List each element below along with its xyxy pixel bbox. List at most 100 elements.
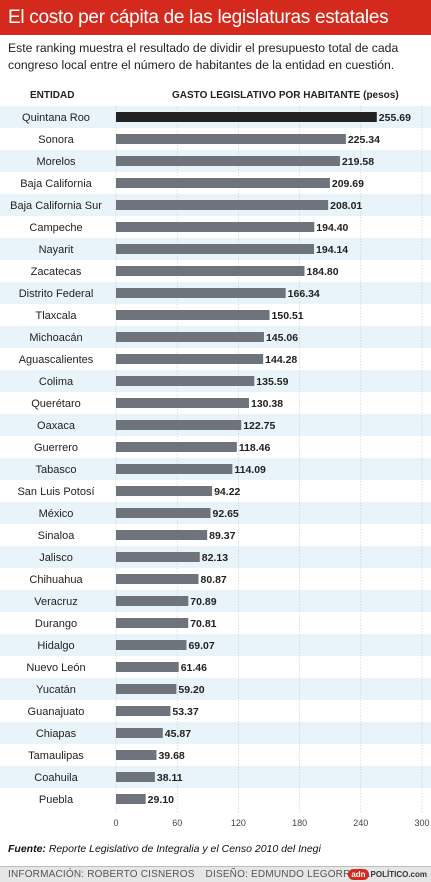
credit-design: DISEÑO: EDMUNDO LEGORRETA xyxy=(205,869,370,880)
value-label: 70.89 xyxy=(190,596,216,608)
row-stripe xyxy=(0,788,431,810)
value-label: 61.46 xyxy=(181,662,207,674)
row-stripe xyxy=(0,766,431,788)
bar xyxy=(116,552,200,562)
bar xyxy=(116,332,264,342)
source-note: Fuente: Reporte Legislativo de Integrali… xyxy=(8,843,321,855)
value-label: 114.09 xyxy=(234,464,266,476)
value-label: 150.51 xyxy=(272,310,304,322)
value-label: 194.40 xyxy=(316,222,348,234)
source-label: Fuente: xyxy=(8,843,46,855)
category-label: Guanajuato xyxy=(28,706,85,718)
value-label: 219.58 xyxy=(342,156,374,168)
row-stripe xyxy=(0,744,431,766)
category-label: Tabasco xyxy=(36,464,77,476)
bar xyxy=(116,750,157,760)
x-tick-label: 120 xyxy=(231,818,246,828)
category-label: Campeche xyxy=(29,222,82,234)
category-label: San Luis Potosí xyxy=(17,486,94,498)
adn-politico-logo: adn POLÍTICO.com xyxy=(348,869,427,880)
column-header-value: GASTO LEGISLATIVO POR HABITANTE (pesos) xyxy=(172,90,399,101)
bar xyxy=(116,200,329,210)
category-label: Hidalgo xyxy=(37,640,74,652)
bar xyxy=(116,640,187,650)
value-label: 82.13 xyxy=(202,552,228,564)
row-stripe xyxy=(0,678,431,700)
value-label: 209.69 xyxy=(332,178,364,190)
row-stripe xyxy=(0,722,431,744)
category-label: Aguascalientes xyxy=(19,354,94,366)
category-label: México xyxy=(39,508,74,520)
bar xyxy=(116,156,340,166)
bar xyxy=(116,728,163,738)
bar xyxy=(116,530,208,540)
bar xyxy=(116,486,213,496)
bar xyxy=(116,464,233,474)
bar xyxy=(116,266,305,276)
row-stripe xyxy=(0,480,431,502)
value-label: 145.06 xyxy=(266,332,298,344)
bar-chart: Quintana Roo 255.69 Sonora 225.34 Morelos 219… xyxy=(0,106,431,828)
bar xyxy=(116,310,270,320)
bar xyxy=(116,178,330,188)
value-label: 130.38 xyxy=(251,398,283,410)
value-label: 225.34 xyxy=(348,134,380,146)
category-label: Jalisco xyxy=(39,552,73,564)
category-label: Sinaloa xyxy=(38,530,76,542)
x-tick-label: 60 xyxy=(172,818,182,828)
value-label: 166.34 xyxy=(288,288,320,300)
category-label: Puebla xyxy=(39,794,74,806)
category-label: Querétaro xyxy=(31,398,81,410)
bar xyxy=(116,508,211,518)
value-label: 144.28 xyxy=(265,354,297,366)
category-label: Durango xyxy=(35,618,77,630)
bar xyxy=(116,134,346,144)
row-stripe xyxy=(0,612,431,634)
value-label: 92.65 xyxy=(213,508,239,520)
value-label: 118.46 xyxy=(239,442,271,454)
category-label: Nuevo León xyxy=(26,662,85,674)
bar xyxy=(116,222,315,232)
bar xyxy=(116,354,264,364)
value-label: 89.37 xyxy=(209,530,235,542)
value-label: 255.69 xyxy=(379,112,411,124)
category-label: Tlaxcala xyxy=(36,310,78,322)
value-label: 69.07 xyxy=(188,640,214,652)
row-stripe xyxy=(0,634,431,656)
row-stripe xyxy=(0,700,431,722)
bar xyxy=(116,398,249,408)
row-stripe xyxy=(0,502,431,524)
value-label: 29.10 xyxy=(148,794,174,806)
category-label: Oaxaca xyxy=(37,420,76,432)
value-label: 59.20 xyxy=(178,684,204,696)
bar xyxy=(116,420,242,430)
bar xyxy=(116,772,155,782)
category-label: Veracruz xyxy=(34,596,77,608)
logo-politico: POLÍTICO.com xyxy=(370,870,427,879)
category-label: Michoacán xyxy=(29,332,82,344)
x-tick-label: 180 xyxy=(292,818,307,828)
value-label: 208.01 xyxy=(330,200,362,212)
x-tick-label: 240 xyxy=(353,818,368,828)
source-text: Reporte Legislativo de Integralia y el C… xyxy=(48,843,321,855)
bar xyxy=(116,706,171,716)
row-stripe xyxy=(0,656,431,678)
category-label: Yucatán xyxy=(36,684,76,696)
value-label: 80.87 xyxy=(200,574,226,586)
category-label: Colima xyxy=(39,376,74,388)
page-subtitle: Este ranking muestra el resultado de div… xyxy=(8,41,399,72)
category-label: Nayarit xyxy=(39,244,74,256)
category-label: Baja California xyxy=(20,178,92,190)
bar xyxy=(116,376,255,386)
category-label: Baja California Sur xyxy=(10,200,102,212)
category-label: Quintana Roo xyxy=(22,112,90,124)
footer-bar: INFORMACIÓN: ROBERTO CISNEROS DISEÑO: ED… xyxy=(0,866,431,882)
x-tick-label: 300 xyxy=(414,818,429,828)
bar xyxy=(116,794,146,804)
value-label: 184.80 xyxy=(306,266,338,278)
row-stripe xyxy=(0,524,431,546)
bar xyxy=(116,618,189,628)
x-tick-label: 0 xyxy=(113,818,118,828)
value-label: 53.37 xyxy=(172,706,198,718)
value-label: 194.14 xyxy=(316,244,348,256)
